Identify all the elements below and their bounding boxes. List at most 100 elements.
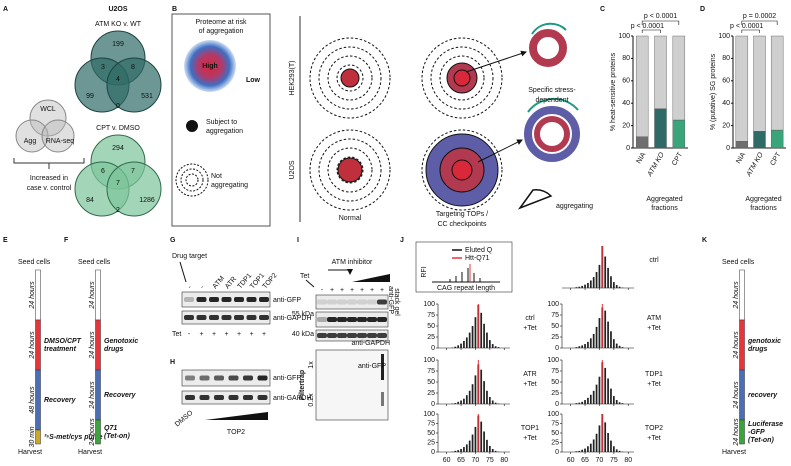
- tet-label: Tet: [172, 331, 181, 338]
- band: [199, 375, 210, 381]
- histogram-title: ATM: [647, 315, 661, 322]
- histogram-bar: [595, 384, 598, 404]
- venn-count: 6: [101, 168, 105, 175]
- bracket: [13, 158, 85, 169]
- histogram-bar: [607, 321, 609, 348]
- dose-wedge: [352, 274, 390, 282]
- antibody-label: anti-GFP: [273, 375, 301, 382]
- histogram-bar: [488, 396, 491, 404]
- histogram-bar: [575, 347, 578, 348]
- venn-count: 199: [112, 41, 124, 48]
- tet-sign: +: [237, 331, 241, 338]
- lane-label: -: [199, 284, 206, 291]
- venn-title: CPT v. DMSO: [96, 125, 140, 132]
- duration: 24 hours: [733, 331, 740, 360]
- filtertrap-spot: [381, 354, 384, 380]
- histogram-bar: [474, 426, 477, 452]
- histogram-bar: [483, 381, 485, 404]
- x-tick-label: ATM KO: [745, 151, 765, 179]
- label: Drug target: [172, 253, 207, 260]
- venn-label: RNA-seq: [46, 138, 75, 145]
- x-tick-label: CPT: [671, 151, 684, 167]
- venn-count: 0: [116, 103, 120, 110]
- y-tick-label: 75: [551, 420, 559, 427]
- tet-sign: +: [380, 287, 384, 294]
- histogram-title: +Tet: [523, 435, 536, 442]
- histogram-bar: [592, 439, 595, 452]
- legend-text: Subject to: [206, 119, 237, 126]
- band: [357, 317, 367, 322]
- caption: case v. control: [27, 185, 72, 192]
- band: [367, 299, 377, 305]
- duration: 30 min: [29, 426, 36, 447]
- antibody-label: anti-GFP: [387, 286, 394, 314]
- tet-sign: +: [199, 331, 203, 338]
- dashed-ring: [336, 64, 364, 92]
- band: [367, 317, 377, 322]
- bar-segment: [753, 35, 766, 132]
- histogram-bar: [598, 318, 601, 348]
- core: [453, 69, 471, 87]
- histogram-bar: [480, 369, 483, 404]
- antibody-label: anti-GAPDH: [273, 395, 312, 402]
- timeline-segment: [35, 269, 41, 321]
- x-axis-label: fractions: [750, 205, 777, 212]
- histogram-bar: [610, 440, 612, 452]
- histogram-title: TOP2: [645, 425, 663, 432]
- histogram-bar: [474, 375, 477, 404]
- comparison-bracket: [741, 20, 778, 25]
- step-label: -GFP: [748, 429, 765, 436]
- histogram-bar: [584, 448, 586, 452]
- timeline-segment: [95, 419, 101, 445]
- panel-letter: J: [400, 237, 404, 244]
- histogram-title: TOP1: [521, 425, 539, 432]
- y-axis-label: % (putative) SG proteins: [710, 53, 717, 130]
- band: [209, 315, 219, 320]
- duration: 24 hours: [29, 281, 36, 310]
- histogram-bar: [480, 312, 483, 348]
- histogram-title: +Tet: [647, 325, 660, 332]
- filtertrap-spot: [381, 392, 384, 406]
- timeline-segment: [95, 269, 101, 321]
- bar-segment: [635, 136, 649, 149]
- blot: [181, 369, 271, 387]
- dose-wedge: [205, 412, 268, 420]
- venn-count: 84: [86, 197, 94, 204]
- legend-text: Not: [211, 173, 222, 180]
- annotation: Specific stress-: [528, 87, 576, 94]
- histogram-bar: [494, 346, 497, 348]
- band: [377, 317, 387, 322]
- histogram-bar: [587, 397, 589, 404]
- histogram-bar: [604, 310, 607, 348]
- histogram-bar: [471, 326, 474, 348]
- y-tick-label: 40: [722, 100, 730, 107]
- venn-circle: [106, 161, 162, 217]
- step-label: (Tet-on): [748, 437, 774, 444]
- band: [228, 395, 239, 400]
- histogram-bar: [618, 402, 621, 404]
- y-tick-label: 40: [622, 100, 630, 107]
- histogram-bar: [474, 317, 477, 348]
- wedge-icon: [517, 189, 553, 210]
- core: [337, 157, 363, 183]
- histogram-bar: [457, 345, 460, 348]
- y-tick-label: 50: [551, 379, 559, 386]
- dashed-icon: [175, 163, 209, 197]
- column-label: Normal: [339, 215, 362, 222]
- duration: 24 hours: [733, 418, 740, 447]
- p-value: p = 0.0002: [743, 13, 776, 20]
- band: [327, 333, 337, 338]
- step-label: Q71: [104, 425, 117, 432]
- y-tick-label: 50: [551, 430, 559, 437]
- ring-arc: [527, 97, 579, 113]
- histogram-bar: [575, 287, 578, 288]
- bar-segment: [770, 35, 784, 131]
- histogram-bar: [491, 344, 494, 348]
- seed-label: Seed cells: [78, 259, 111, 266]
- y-tick-label: 60: [622, 78, 630, 85]
- histogram-bar: [587, 282, 589, 288]
- y-tick-label: 50: [551, 323, 559, 330]
- tet-sign: +: [350, 287, 354, 294]
- step-label: drugs: [104, 346, 124, 353]
- column-label: Targeting TOPs /: [436, 211, 488, 218]
